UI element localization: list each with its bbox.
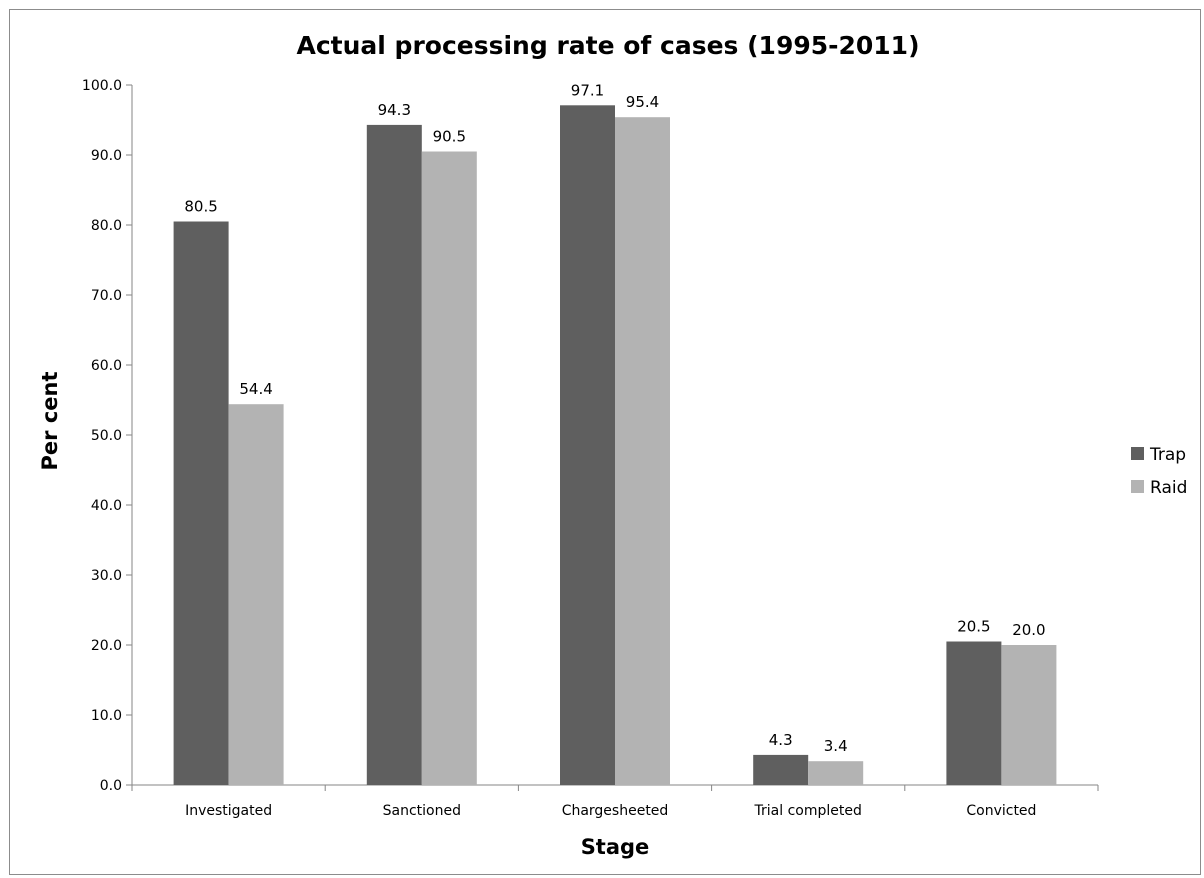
bar-raid xyxy=(421,151,477,785)
bar-trap xyxy=(946,641,1002,785)
bar-trap xyxy=(366,124,422,785)
data-label-trap: 80.5 xyxy=(184,198,217,216)
x-category-label: Sanctioned xyxy=(383,803,461,819)
legend: Trap Raid xyxy=(1131,445,1187,498)
bar-trap xyxy=(173,221,229,785)
y-tick-label: 20.0 xyxy=(91,638,122,654)
y-tick-label: 30.0 xyxy=(91,568,122,584)
legend-swatch-raid xyxy=(1131,480,1144,493)
bar-trap xyxy=(560,105,615,786)
bar-raid xyxy=(1001,645,1057,785)
plot-area: 0.0 10.0 20.0 30.0 40.0 50.0 60.0 70.0 80.0 90.0 1… xyxy=(82,78,1099,819)
data-label-trap: 4.3 xyxy=(769,731,793,749)
y-tick-label: 80.0 xyxy=(91,218,122,234)
y-tick-label: 90.0 xyxy=(91,148,122,164)
bar-trap xyxy=(753,754,809,785)
data-label-raid: 54.4 xyxy=(239,380,272,398)
x-category-label: Chargesheeted xyxy=(562,803,669,819)
x-category-label: Investigated xyxy=(185,803,272,819)
data-label-raid: 20.0 xyxy=(1012,621,1045,639)
data-label-raid: 95.4 xyxy=(626,93,659,111)
y-tick-label: 100.0 xyxy=(82,78,122,94)
data-label-trap: 20.5 xyxy=(957,618,990,636)
data-label-raid: 90.5 xyxy=(433,128,466,146)
y-tick-label: 0.0 xyxy=(100,778,122,794)
data-label-trap: 94.3 xyxy=(378,101,411,119)
y-tick-label: 60.0 xyxy=(91,358,122,374)
legend-label-trap: Trap xyxy=(1149,445,1186,465)
x-category-label: Convicted xyxy=(966,803,1036,819)
data-label-trap: 97.1 xyxy=(571,81,604,99)
y-tick-label: 40.0 xyxy=(91,498,122,514)
y-axis-title: Per cent xyxy=(38,372,62,471)
y-tick-label: 70.0 xyxy=(91,288,122,304)
y-tick-label: 50.0 xyxy=(91,428,122,444)
bar-raid xyxy=(808,761,864,785)
x-category-label: Trial completed xyxy=(754,803,862,819)
data-label-raid: 3.4 xyxy=(824,737,848,755)
x-axis-title: Stage xyxy=(581,835,650,859)
y-tick-label: 10.0 xyxy=(91,708,122,724)
bar-raid xyxy=(228,404,284,785)
chart-title: Actual processing rate of cases (1995-20… xyxy=(296,31,919,60)
legend-swatch-trap xyxy=(1131,447,1144,460)
legend-label-raid: Raid xyxy=(1150,478,1187,498)
bar-raid xyxy=(615,117,670,785)
